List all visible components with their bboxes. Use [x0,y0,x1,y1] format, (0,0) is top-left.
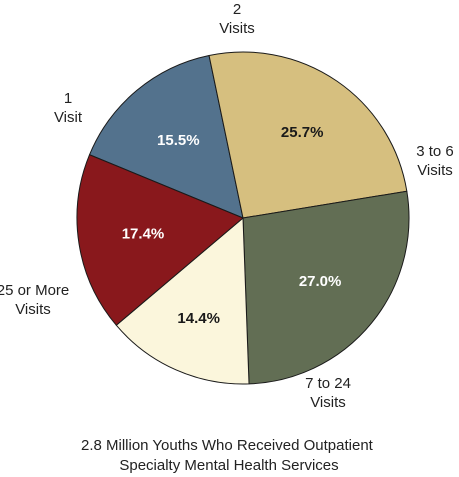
chart-caption: 2.8 Million Youths Who Received Outpatie… [81,437,377,474]
category-label-3-line-2: Visits [310,394,346,411]
category-label-1-line-1: 2 [233,1,241,18]
category-label-3-line-1: 7 to 24 [305,375,351,392]
pie-slice-5 [76,154,244,326]
category-label-1-line-2: Visits [219,20,255,37]
category-label-5-line-2: Visit [54,109,83,126]
pie-slices [76,51,410,385]
category-label-4-line-1: 25 or More [0,282,69,299]
slice-value-labels: 15.5% 25.7% 27.0% 14.4% 17.4% [122,124,342,327]
pie-slice-4 [115,217,250,385]
category-label-4: 25 or More Visits [0,282,69,318]
pie-slice-3 [242,190,410,385]
category-label-5: 1 Visit [54,90,83,126]
slice-value-label-5: 17.4% [122,226,165,243]
category-label-1: 2 Visits [219,1,255,37]
category-label-4-line-2: Visits [15,301,51,318]
slice-value-label-1: 15.5% [157,132,200,149]
category-label-2: 3 to 6 Visits [416,143,454,179]
category-label-2-line-1: 3 to 6 [416,143,454,160]
category-label-2-line-2: Visits [417,162,453,179]
pie-slice-1 [89,55,244,219]
slice-value-label-3: 27.0% [299,273,342,290]
pie-slice-2 [208,51,408,219]
category-label-5-line-1: 1 [64,90,72,107]
caption-line-1: 2.8 Million Youths Who Received Outpatie… [81,437,374,454]
slice-value-label-2: 25.7% [281,124,324,141]
caption-line-2: Specialty Mental Health Services [119,457,338,474]
category-label-3: 7 to 24 Visits [305,375,351,411]
slice-value-label-4: 14.4% [177,310,220,327]
